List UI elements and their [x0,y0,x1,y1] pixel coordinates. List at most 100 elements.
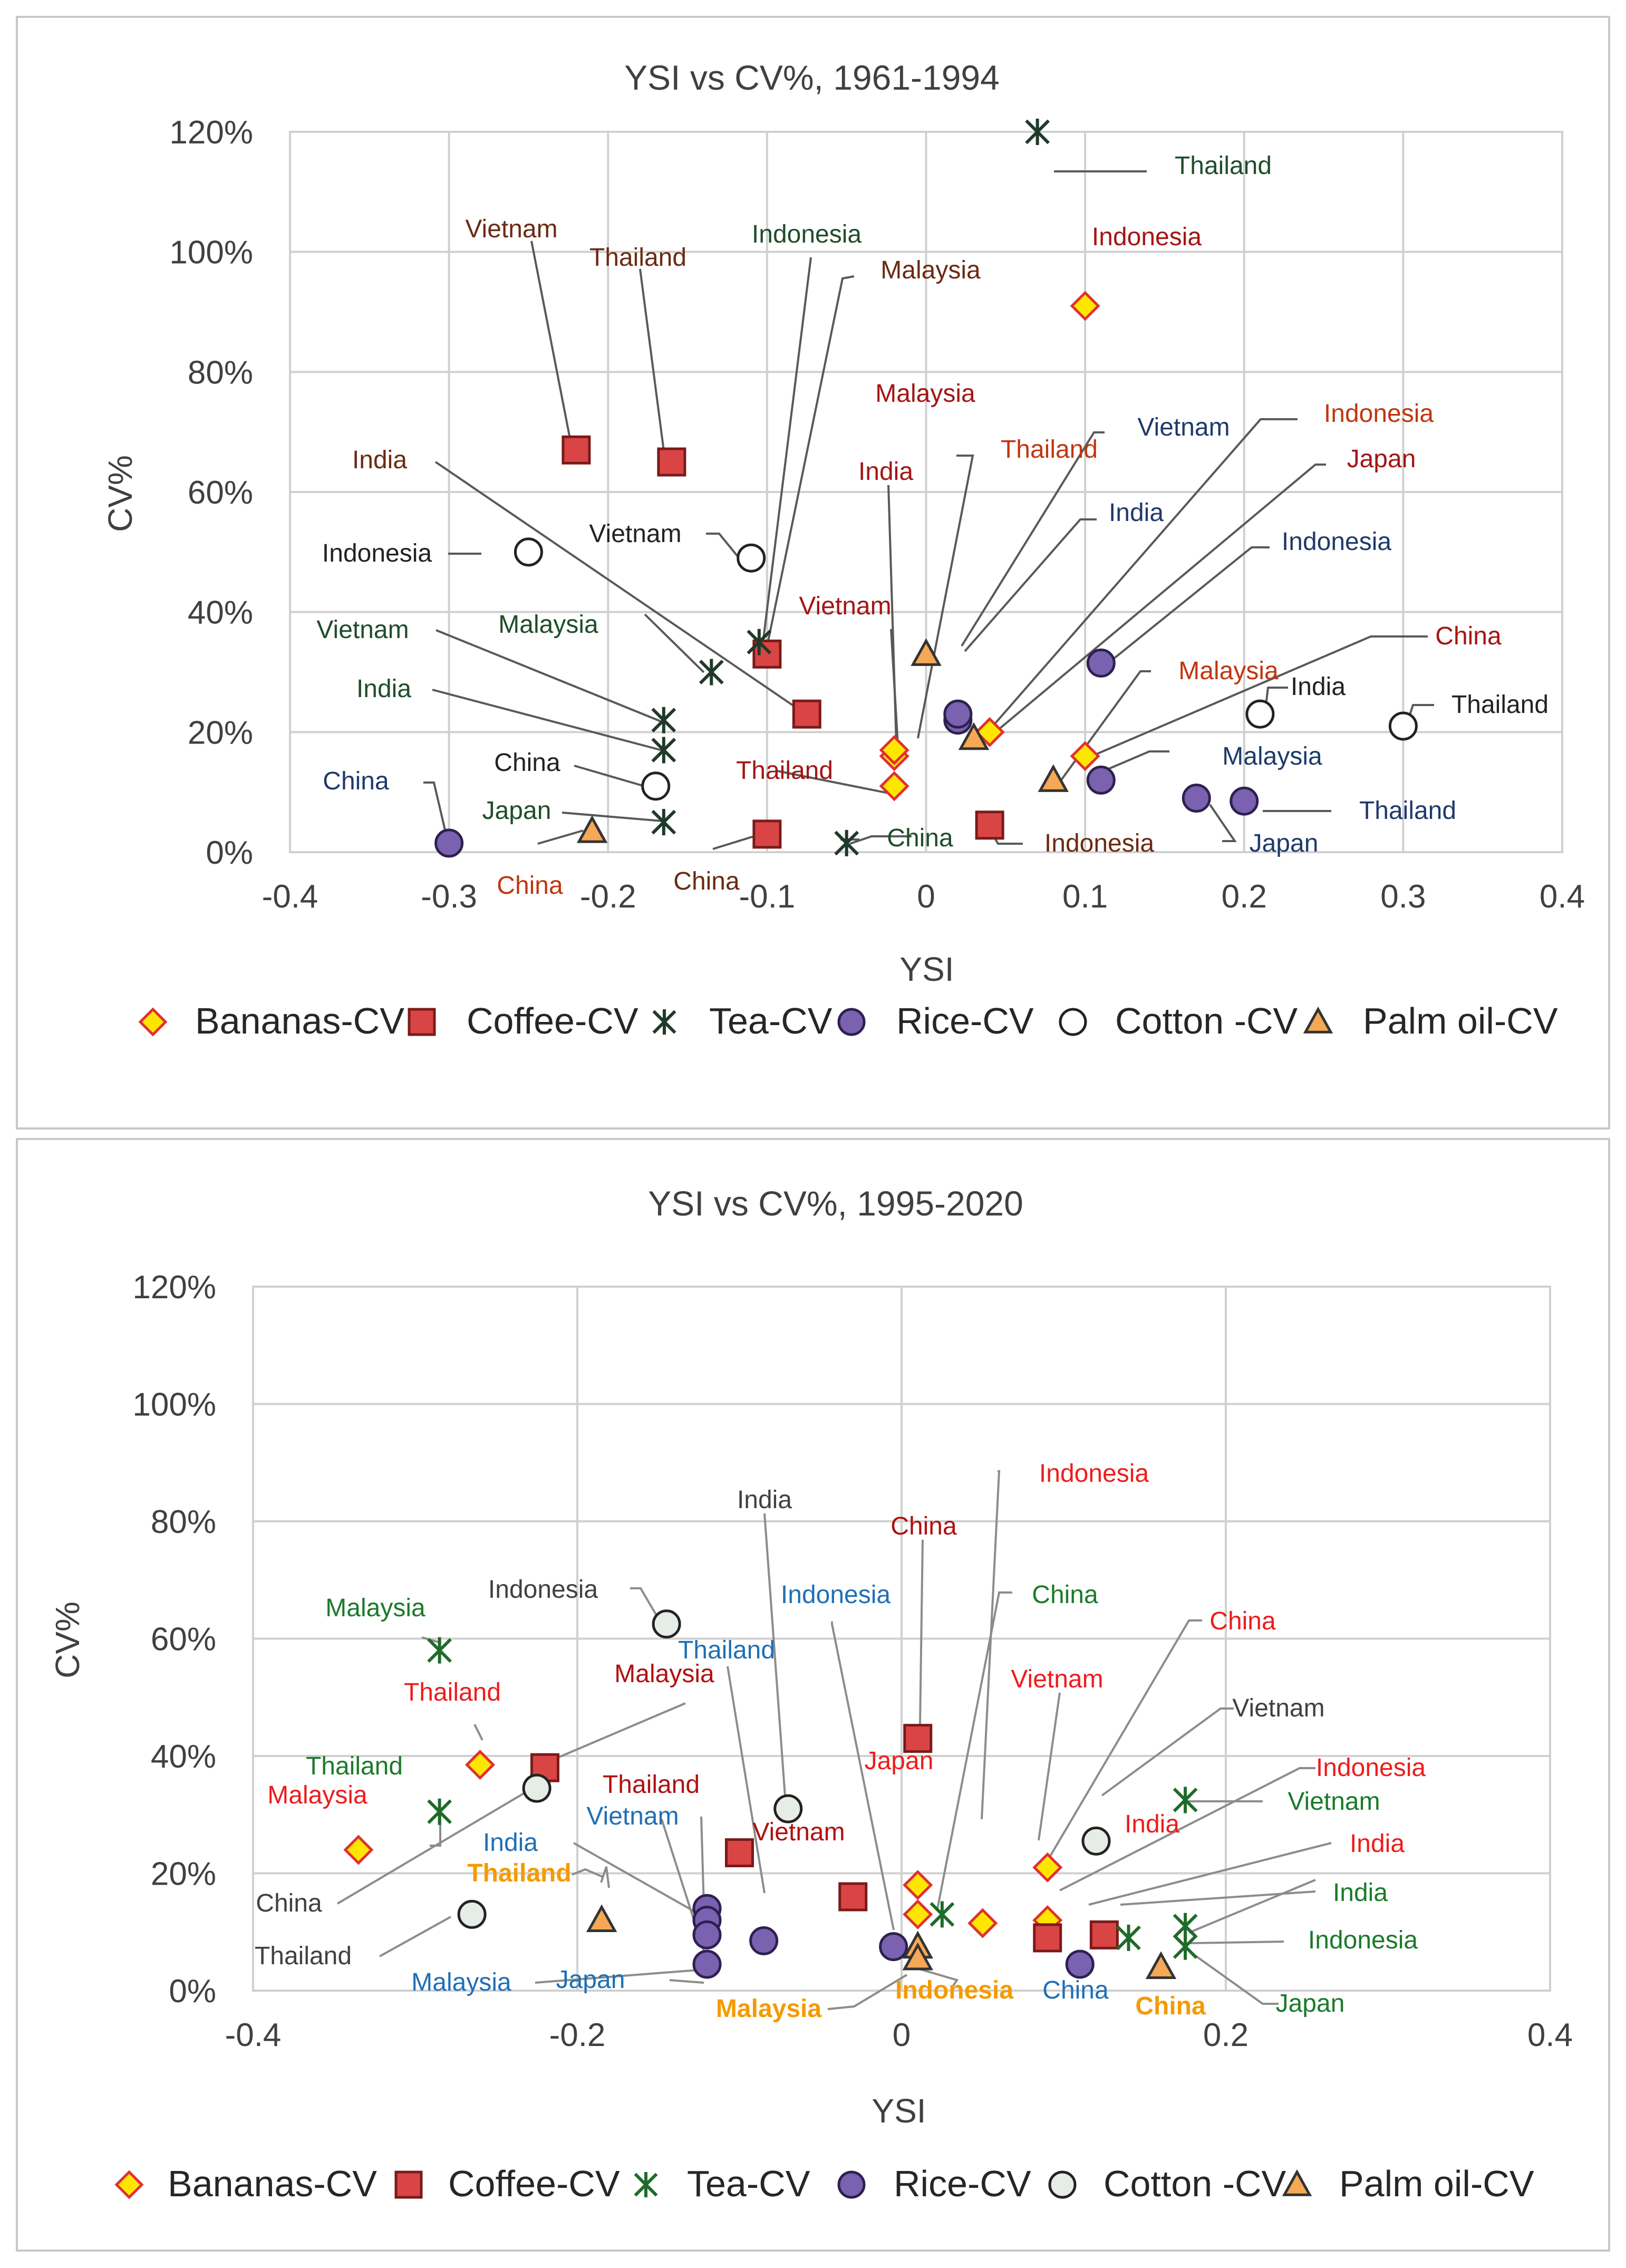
legend-item: Palm oil-CV [1282,2163,1534,2204]
star-marker-icon [652,1009,676,1035]
data-point-palm-oil-cv-thailand [586,1904,617,1932]
leader-line [1043,1619,1202,1868]
legend-label: Tea-CV [709,1000,833,1041]
leader-line [831,1622,895,1931]
data-point-coffee-cv-thailand [725,1838,754,1868]
tick-labels-bottom: -0.4 -0.2 0 0.2 0.4 0% 20% 40% 60% 80% 100% 120% [132,1269,1573,2053]
data-point-tea-cv-thailand [1025,119,1050,145]
star-marker-icon [634,2172,658,2197]
data-point-tea-cv-china [834,829,859,856]
diamond-marker-icon [138,1007,168,1037]
y-tick-label: 20% [188,715,253,751]
leader-line [435,629,663,723]
data-point-bananas-cv-malaysia [343,1835,374,1865]
leader-line [1188,1950,1279,2005]
leader-line [537,829,584,845]
x-tick-label: 0.4 [1527,2017,1573,2053]
point-label: India [1333,1879,1388,1907]
data-point-rice-cv-indonesia [1086,648,1116,678]
point-label: Thailand [255,1942,352,1970]
y-tick-label: 20% [151,1856,216,1893]
leader-line [473,1724,483,1741]
data-point-cotton-cv-thailand [457,1899,487,1929]
point-label: India [1125,1810,1179,1838]
point-label: Vietnam [752,1818,845,1846]
open-circle-marker-icon [1059,1008,1087,1036]
point-label: India [737,1486,792,1514]
point-label: Indonesia [1044,829,1154,857]
point-label: Vietnam [1288,1788,1380,1816]
legend-label: Bananas-CV [168,2163,377,2204]
point-label: Indonesia [1316,1754,1426,1782]
x-tick-label: -0.3 [421,879,477,915]
x-tick-label: -0.2 [580,879,636,915]
y-tick-label: 120% [169,114,253,151]
y-tick-label: 0% [206,835,253,871]
legend-item: Bananas-CV [114,2163,377,2204]
data-point-bananas-cv-malaysia [879,735,909,766]
point-label: Vietnam [465,215,557,243]
data-point-tea-cv-japan [651,809,676,836]
data-point-cotton-cv-vietnam [1081,1826,1111,1856]
legend-label: Tea-CV [687,2163,810,2204]
data-point-tea-cv-vietnam [1173,1787,1198,1813]
legend-bottom: Bananas-CV Coffee-CV Tea-CV Rice-CV Cotton -… [114,2163,1534,2204]
data-point-rice-cv-japan [692,1949,722,1979]
leader-line [990,464,1326,737]
point-label: India [1291,673,1346,701]
point-label: Thailand [589,244,686,272]
circle-marker-icon [837,2170,866,2199]
data-point-rice-cv-malaysia [1086,765,1116,795]
data-point-coffee-cv-indonesia [975,810,1004,840]
legend-label: Coffee-CV [467,1000,638,1041]
point-label: Japan [556,1966,625,1994]
leader-lines-top [423,170,1434,850]
data-point-cotton-cv-india [773,1794,803,1823]
legend-item: Palm oil-CV [1303,1000,1558,1041]
data-point-tea-cv-japan [1173,1933,1198,1960]
data-point-rice-cv-japan [1182,784,1211,813]
leader-line [849,835,912,845]
data-point-cotton-cv-china [641,771,671,801]
data-point-coffee-cv-vietnam [838,1882,868,1912]
data-point-rice-cv-indonesia [879,1932,908,1962]
point-label: Vietnam [1232,1694,1324,1722]
data-point-coffee-cv-china [752,819,782,849]
panel-frame-bottom [16,1138,1610,2252]
tick-labels-top: -0.4 -0.3 -0.2 -0.1 0 0.1 0.2 0.3 0.4 0% 20% 40% 60%… [169,114,1585,915]
y-tick-label: 60% [151,1622,216,1658]
chart-panel-top: YSI vs CV%, 1961-1994 YSI CV% -0.4 -0.3 -0… [16,16,1610,1130]
point-label: Indonesia [752,220,862,248]
leader-line [988,418,1298,731]
legend-label: Cotton -CV [1115,1000,1298,1041]
point-label: Indonesia [1092,223,1202,251]
legend-item: Tea-CV [652,1000,833,1041]
x-tick-label: 0.2 [1203,2017,1248,2053]
data-point-bananas-cv-thailand [879,771,909,802]
leader-line [777,770,892,795]
x-axis-title-bottom: YSI [872,2092,926,2130]
point-label: China [497,872,563,900]
point-label: Thailand [467,1859,571,1887]
leader-line [936,1591,1012,1909]
point-label: China [256,1889,322,1917]
point-labels-bottom: Indonesia India China Indonesia Indonesi… [255,1460,1426,2023]
leader-line [765,275,855,652]
leader-line [1086,635,1428,759]
data-point-bananas-cv-china [1070,741,1100,771]
point-label: Thailand [1175,152,1272,180]
point-label: Malaysia [875,380,975,408]
chart-title-bottom: YSI vs CV%, 1995-2020 [648,1184,1023,1223]
point-label: Vietnam [1011,1665,1103,1693]
y-axis-title-top: CV% [101,455,139,532]
point-label: India [356,675,411,703]
data-point-bananas-cv-thailand [464,1750,496,1780]
point-label: Thailand [1001,436,1098,464]
data-point-bananas-cv-china [903,1899,933,1929]
leader-line [981,1470,1001,1820]
x-tick-label: 0 [893,2017,911,2053]
leader-line [1088,1842,1332,1906]
point-label: India [483,1829,538,1857]
leader-line [543,1702,686,1765]
point-label: Thailand [736,757,833,785]
